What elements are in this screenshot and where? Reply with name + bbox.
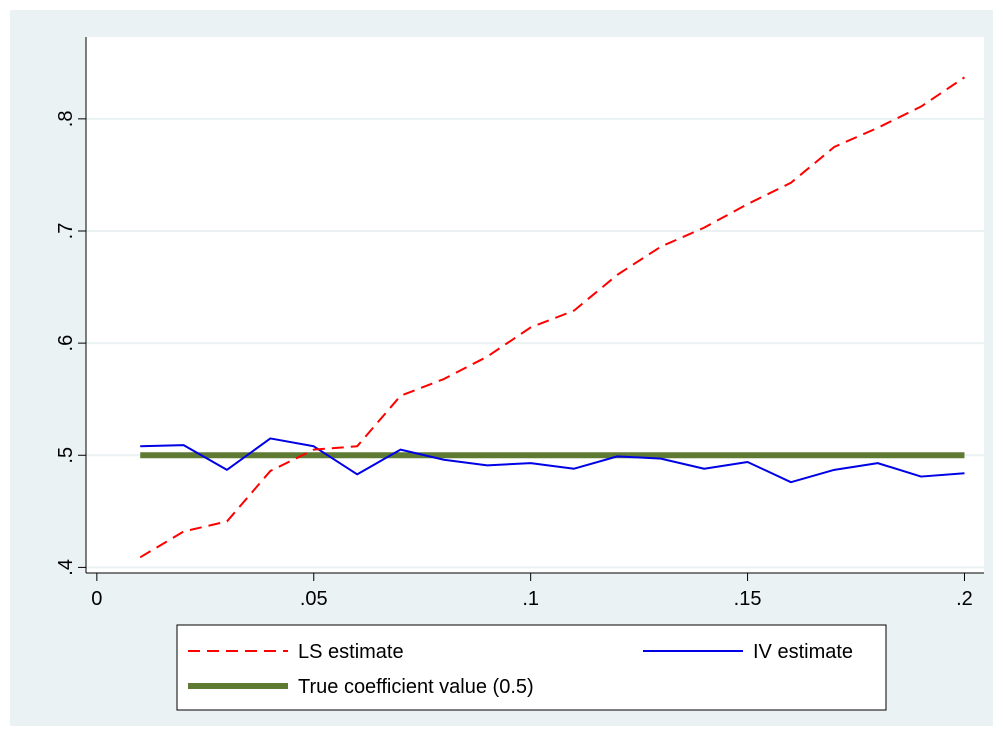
- y-tick-label-4: .8: [55, 111, 77, 128]
- series-line-1: [140, 437, 965, 484]
- y-ticks: .4 .5 .6 .7 .8: [55, 111, 86, 576]
- y-tick-label-0: .4: [55, 559, 77, 576]
- y-tick-label-1: .5: [55, 447, 77, 464]
- y-tick-label-3: .7: [55, 223, 77, 240]
- plot-area: [86, 37, 984, 573]
- legend-label-iv: IV estimate: [753, 641, 853, 663]
- x-tick-label-1: .05: [300, 588, 328, 610]
- x-tick-label-4: .2: [956, 588, 973, 610]
- legend-box: [176, 624, 887, 711]
- x-tick-label-3: .15: [734, 588, 762, 610]
- legend: LS estimate IV estimate True coefficient…: [176, 624, 887, 711]
- series-lines: [139, 76, 966, 559]
- legend-label-ls: LS estimate: [298, 641, 404, 663]
- axes: [85, 37, 984, 574]
- x-ticks: 0 .05 .1 .15 .2: [91, 573, 973, 610]
- x-tick-label-2: .1: [522, 588, 539, 610]
- y-tick-label-2: .6: [55, 335, 77, 352]
- x-tick-label-0: 0: [91, 588, 102, 610]
- legend-label-true: True coefficient value (0.5): [298, 676, 534, 698]
